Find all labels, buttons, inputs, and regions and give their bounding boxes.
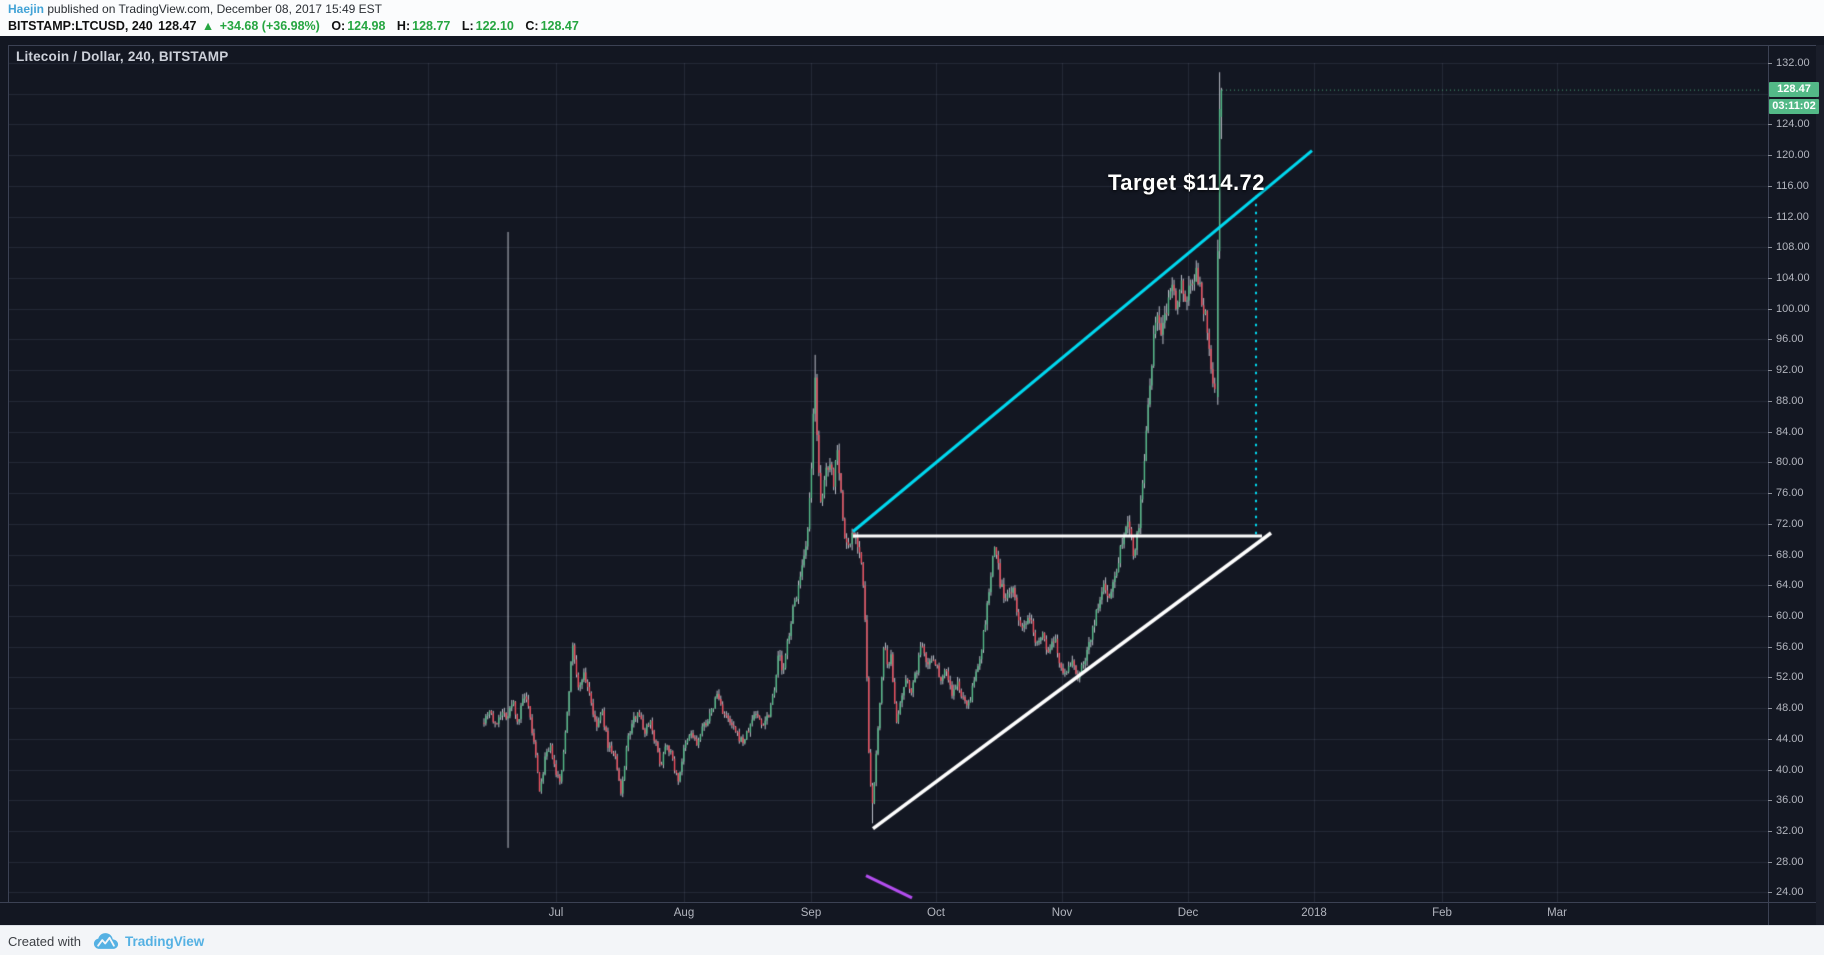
ticker-last: 128.47 [158, 19, 197, 33]
author-link[interactable]: Haejin [8, 2, 45, 16]
up-arrow-icon: ▲ [201, 19, 215, 33]
open-value: 124.98 [347, 19, 386, 33]
time-tick-label: Aug [673, 907, 695, 919]
byline: Haejin published on TradingView.com, Dec… [0, 0, 1824, 18]
frame-bottom [0, 902, 1824, 903]
close-label: C: [525, 19, 539, 33]
target-annotation: Target $114.72 [1108, 170, 1266, 195]
frame-top [8, 45, 1817, 46]
chart-title: Litecoin / Dollar, 240, BITSTAMP [16, 49, 229, 64]
time-axis[interactable]: Jul Aug Sep Oct Nov Dec 2018 Feb Mar [0, 902, 1824, 925]
tradingview-logo-icon[interactable] [93, 932, 119, 950]
time-tick-label: Oct [927, 907, 945, 919]
time-tick-label: Jul [548, 907, 564, 919]
created-with-text: Created with [8, 933, 81, 949]
ticker-symbol: BITSTAMP:LTCUSD, 240 [8, 19, 153, 33]
high-label: H: [396, 19, 411, 33]
time-tick-label: Sep [800, 907, 822, 919]
high-value: 128.77 [412, 19, 451, 33]
time-tick-label: Feb [1432, 907, 1452, 919]
price-axis[interactable]: 128.47 03:11:02 132.00 124.00 120.00 116.00… [1768, 45, 1819, 925]
low-label: L: [461, 19, 474, 33]
close-value: 128.47 [540, 19, 579, 33]
bar-countdown-badge: 03:11:02 [1769, 99, 1819, 115]
ticker-change: +34.68 (+36.98%) [219, 19, 320, 33]
low-value: 122.10 [475, 19, 514, 33]
axis-separator [1768, 45, 1769, 925]
tradingview-link[interactable]: TradingView [124, 933, 205, 949]
time-tick-label: Mar [1547, 907, 1567, 919]
byline-text: published on TradingView.com, December 0… [44, 2, 383, 16]
last-price-badge: 128.47 [1769, 82, 1819, 98]
open-label: O: [331, 19, 346, 33]
time-tick-label: Dec [1177, 907, 1199, 919]
price-chart-canvas[interactable] [8, 45, 1768, 902]
time-tick-label: 2018 [1301, 907, 1327, 919]
axis-right-strip [1816, 45, 1824, 925]
credit-bar: Created with TradingView [0, 925, 1824, 955]
frame-left [8, 45, 9, 902]
chart-region: Litecoin / Dollar, 240, BITSTAMP Target … [0, 36, 1824, 925]
time-tick-label: Nov [1051, 907, 1073, 919]
ticker-readout: BITSTAMP:LTCUSD, 240 128.47 ▲ +34.68 (+3… [0, 18, 1824, 36]
